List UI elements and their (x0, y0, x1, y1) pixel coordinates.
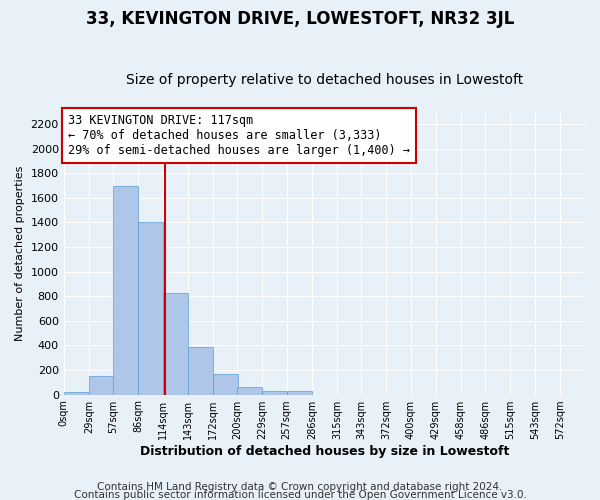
Y-axis label: Number of detached properties: Number of detached properties (15, 166, 25, 341)
Bar (287, 391, 312, 394)
Text: 33, KEVINGTON DRIVE, LOWESTOFT, NR32 3JL: 33, KEVINGTON DRIVE, LOWESTOFT, NR32 3JL (86, 10, 514, 28)
Bar (213, 374, 238, 394)
Bar (262, 391, 287, 394)
Bar (89, 376, 114, 394)
Bar (138, 222, 163, 394)
Text: Contains public sector information licensed under the Open Government Licence v3: Contains public sector information licen… (74, 490, 526, 500)
Bar (163, 293, 188, 394)
Bar (188, 346, 213, 395)
Text: Contains HM Land Registry data © Crown copyright and database right 2024.: Contains HM Land Registry data © Crown c… (97, 482, 503, 492)
Text: 33 KEVINGTON DRIVE: 117sqm
← 70% of detached houses are smaller (3,333)
29% of s: 33 KEVINGTON DRIVE: 117sqm ← 70% of deta… (68, 114, 410, 157)
Bar (64, 392, 89, 394)
Title: Size of property relative to detached houses in Lowestoft: Size of property relative to detached ho… (126, 73, 523, 87)
Bar (113, 186, 138, 394)
X-axis label: Distribution of detached houses by size in Lowestoft: Distribution of detached houses by size … (140, 444, 509, 458)
Bar (237, 386, 262, 394)
